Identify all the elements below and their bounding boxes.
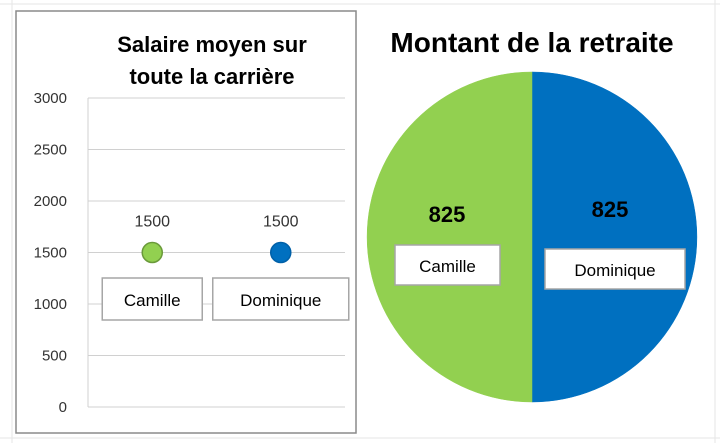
scatter-y-tick-label: 1500 [34, 245, 67, 262]
pension-pie-chart[interactable]: Montant de la retraite 825 825 Dominique C… [366, 27, 698, 403]
scatter-chart-frame [15, 10, 357, 434]
pie-name-label: Camille [419, 257, 476, 276]
name-box-frame [544, 248, 686, 290]
scatter-y-ticks: 0 500 1000 1500 2000 2500 3000 [34, 90, 67, 416]
pie-slices [366, 71, 698, 403]
scatter-y-tick-label: 500 [42, 348, 67, 365]
pie-value-label: 825 [592, 197, 629, 222]
scatter-name-label: Camille [124, 291, 181, 310]
scatter-y-tick-label: 1000 [34, 296, 67, 313]
name-box-frame [394, 244, 501, 286]
scatter-gridlines [87, 97, 345, 408]
pie-slice-camille [366, 71, 533, 403]
scatter-name-box-camille: Camille [101, 277, 203, 321]
scatter-point-dominique [270, 241, 292, 264]
pie-slice-dominique [531, 71, 698, 403]
scatter-y-tick-label: 3000 [34, 90, 67, 107]
scatter-y-tick-label: 2000 [34, 193, 67, 210]
scatter-point-camille [141, 241, 163, 264]
pie-title: Montant de la retraite [390, 27, 673, 58]
scatter-points [141, 241, 292, 264]
scatter-data-labels: 1500 1500 [134, 214, 298, 231]
pie-name-box-dominique: Dominique [544, 248, 686, 290]
scatter-data-label: 1500 [263, 214, 299, 231]
salary-scatter-chart[interactable]: Salaire moyen sur toute la carrière 0 500… [15, 10, 357, 434]
pie-value-label: 825 [429, 202, 466, 227]
scatter-y-tick-label: 2500 [34, 142, 67, 159]
pie-name-box-camille: Camille [394, 244, 501, 286]
name-box-frame [212, 277, 350, 321]
pie-name-label: Dominique [574, 261, 655, 280]
name-box-frame [101, 277, 203, 321]
scatter-title-line-1: Salaire moyen sur [117, 32, 307, 57]
scatter-y-tick-label: 0 [59, 399, 67, 416]
pie-name-boxes: Dominique Camille [394, 244, 686, 290]
scatter-title-line-2: toute la carrière [129, 64, 294, 89]
scatter-name-label: Dominique [240, 291, 321, 310]
pie-value-labels: 825 825 [429, 197, 629, 227]
scatter-name-boxes: Camille Dominique [101, 277, 350, 321]
scatter-name-box-dominique: Dominique [212, 277, 350, 321]
scatter-data-label: 1500 [134, 214, 170, 231]
